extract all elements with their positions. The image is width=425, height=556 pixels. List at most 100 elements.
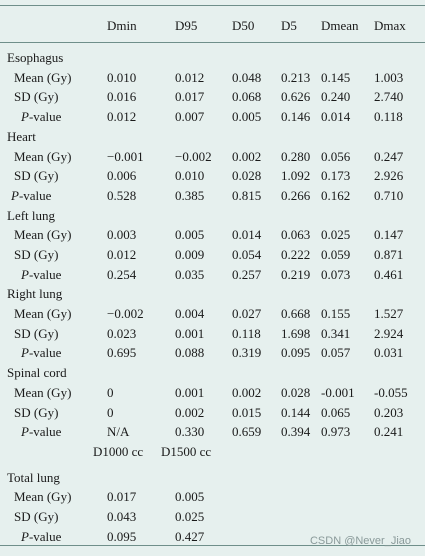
table-cell: 0.063 bbox=[281, 227, 311, 242]
table-cell: 0.012 bbox=[175, 70, 205, 85]
table-cell: 0.145 bbox=[321, 70, 351, 85]
table-cell: 0.010 bbox=[107, 70, 137, 85]
table-cell: 0.014 bbox=[321, 109, 351, 124]
table-cell: 0.028 bbox=[232, 168, 262, 183]
row-label-italic-p: P bbox=[11, 188, 19, 203]
table-cell: 0.203 bbox=[374, 405, 404, 420]
table-cell: 0.146 bbox=[281, 109, 311, 124]
table-cell: 0.004 bbox=[175, 306, 205, 321]
table-cell: 0.025 bbox=[175, 509, 205, 524]
col-header-d95: D95 bbox=[175, 18, 198, 33]
col-header-dmean: Dmean bbox=[321, 18, 359, 33]
row-label-italic-p: P bbox=[21, 345, 29, 360]
row-label-italic-p: P bbox=[21, 424, 29, 439]
table-cell: 0.222 bbox=[281, 247, 311, 262]
table-cell: 0.056 bbox=[321, 149, 351, 164]
table-cell: −0.002 bbox=[107, 306, 144, 321]
table-cell: 0.017 bbox=[175, 89, 205, 104]
row-label-suffix: -value bbox=[28, 345, 62, 360]
table-cell: 0.668 bbox=[281, 306, 311, 321]
table-cell: 0.048 bbox=[232, 70, 262, 85]
table-cell: N/A bbox=[107, 424, 130, 439]
table-cell: 0.006 bbox=[107, 168, 137, 183]
row-label: SD (Gy) bbox=[14, 326, 59, 341]
table-cell: 0.241 bbox=[374, 424, 404, 439]
row-label: P-value bbox=[11, 188, 51, 204]
subheader-d1500: D1500 cc bbox=[161, 444, 212, 459]
table-cell: 0.012 bbox=[107, 247, 137, 262]
col-header-dmax: Dmax bbox=[374, 18, 406, 33]
header-rule bbox=[0, 42, 425, 43]
table-cell: 2.740 bbox=[374, 89, 404, 104]
table-cell: -0.001 bbox=[321, 385, 355, 400]
col-header-dmin: Dmin bbox=[107, 18, 137, 33]
table-cell: 0.065 bbox=[321, 405, 351, 420]
table-cell: 0.871 bbox=[374, 247, 404, 262]
table-cell: 1.698 bbox=[281, 326, 311, 341]
section-heading: Heart bbox=[7, 129, 36, 144]
table-cell: 0.043 bbox=[107, 509, 137, 524]
table-cell: 0.001 bbox=[175, 385, 205, 400]
table-cell: 1.527 bbox=[374, 306, 404, 321]
table-cell: 0.254 bbox=[107, 267, 137, 282]
section-heading: Right lung bbox=[7, 286, 63, 301]
table-cell: −0.001 bbox=[107, 149, 144, 164]
row-label-italic-p: P bbox=[21, 109, 29, 124]
table-cell: 0.073 bbox=[321, 267, 351, 282]
table-cell: 0.659 bbox=[232, 424, 262, 439]
table-cell: 0.341 bbox=[321, 326, 351, 341]
table-cell: 0.014 bbox=[232, 227, 262, 242]
table-cell: 0.068 bbox=[232, 89, 262, 104]
table-cell: 0.385 bbox=[175, 188, 205, 203]
table-cell: 0.001 bbox=[175, 326, 205, 341]
table-cell: 0 bbox=[107, 405, 114, 420]
row-label: Mean (Gy) bbox=[14, 227, 72, 242]
table-cell: 0.626 bbox=[281, 89, 311, 104]
table-cell: 2.926 bbox=[374, 168, 404, 183]
table-cell: 0.266 bbox=[281, 188, 311, 203]
table-cell: 0.118 bbox=[232, 326, 261, 341]
table-cell: -0.055 bbox=[374, 385, 408, 400]
table-cell: 0.005 bbox=[232, 109, 262, 124]
row-label: SD (Gy) bbox=[14, 247, 59, 262]
row-label: SD (Gy) bbox=[14, 168, 59, 183]
table-cell: 0.427 bbox=[175, 529, 205, 544]
row-label-suffix: -value bbox=[28, 424, 62, 439]
table-cell: 0.057 bbox=[321, 345, 351, 360]
table-cell: 0.095 bbox=[107, 529, 137, 544]
table-cell: 0.010 bbox=[175, 168, 205, 183]
table-cell: 1.003 bbox=[374, 70, 404, 85]
table-cell: 0.815 bbox=[232, 188, 262, 203]
col-header-d50: D50 bbox=[232, 18, 255, 33]
table-cell: 0.035 bbox=[175, 267, 205, 282]
table-cell: 0.394 bbox=[281, 424, 311, 439]
col-header-d5: D5 bbox=[281, 18, 297, 33]
table-cell: 0.162 bbox=[321, 188, 351, 203]
table-cell: 0.144 bbox=[281, 405, 311, 420]
table-cell: 0.319 bbox=[232, 345, 262, 360]
top-rule bbox=[0, 5, 425, 6]
table-cell: 1.092 bbox=[281, 168, 311, 183]
table-cell: 0.016 bbox=[107, 89, 137, 104]
watermark: CSDN @Never_Jiao bbox=[309, 535, 411, 547]
table-cell: 0.002 bbox=[232, 149, 262, 164]
row-label: SD (Gy) bbox=[14, 89, 59, 104]
table-cell: 0.005 bbox=[175, 227, 205, 242]
subheader-d1000: D1000 cc bbox=[93, 444, 144, 459]
table-cell: 0 bbox=[107, 385, 114, 400]
section-heading: Total lung bbox=[7, 470, 60, 485]
row-label: P-value bbox=[21, 109, 61, 125]
table-cell: 0.528 bbox=[107, 188, 137, 203]
table-cell: 0.027 bbox=[232, 306, 262, 321]
row-label: Mean (Gy) bbox=[14, 306, 72, 321]
row-label: SD (Gy) bbox=[14, 405, 59, 420]
row-label-italic-p: P bbox=[21, 267, 29, 282]
table-cell: 0.257 bbox=[232, 267, 262, 282]
table-cell: 0.028 bbox=[281, 385, 311, 400]
table-cell: 0.461 bbox=[374, 267, 404, 282]
table-cell: 0.088 bbox=[175, 345, 205, 360]
table-cell: 0.973 bbox=[321, 424, 351, 439]
table-cell: 0.002 bbox=[175, 405, 205, 420]
table-cell: 0.280 bbox=[281, 149, 311, 164]
row-label: P-value bbox=[21, 267, 61, 283]
